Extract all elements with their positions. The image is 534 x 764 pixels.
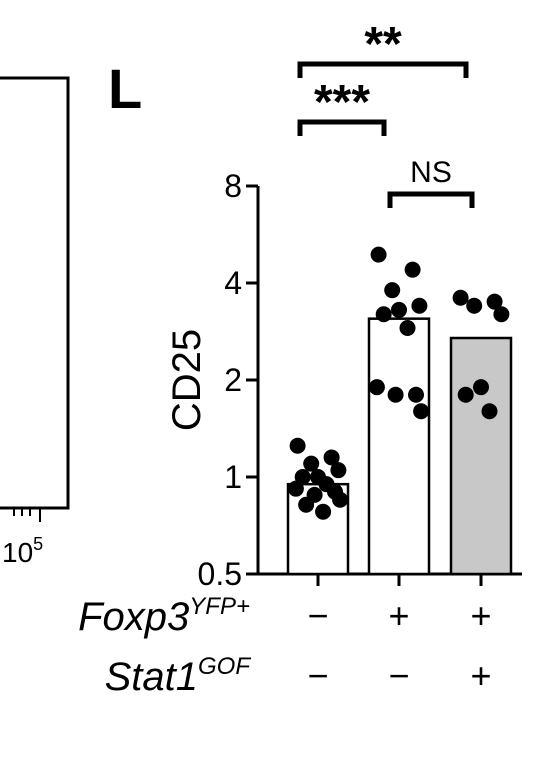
y-tick-label: 1 (224, 459, 242, 495)
data-point (404, 261, 421, 278)
data-point (413, 403, 430, 420)
data-point (368, 379, 385, 396)
data-point (391, 301, 407, 318)
significance-bracket (297, 119, 387, 136)
genotype-table: Foxp3YFP+ − + + Stat1GOF − − + (78, 593, 491, 699)
genotype-label: Stat1GOF (105, 653, 252, 699)
genotype-superscript: YFP+ (189, 593, 250, 620)
y-tick-label: 4 (224, 265, 242, 301)
data-point (294, 469, 311, 485)
y-axis: 0.5 1 2 4 8 CD25 (165, 168, 260, 592)
genotype-label: Foxp3YFP+ (78, 593, 250, 639)
data-point (303, 455, 320, 472)
y-tick-label: 2 (224, 362, 242, 398)
data-point (481, 403, 498, 420)
significance-label: NS (410, 156, 452, 189)
genotype-sign: − (307, 595, 328, 636)
data-point (384, 282, 401, 299)
data-point (315, 503, 332, 520)
data-point (411, 297, 428, 314)
significance-label: ** (364, 18, 402, 71)
genotype-sign: + (470, 655, 491, 696)
data-point (408, 386, 424, 403)
genotype-sign: + (388, 595, 409, 636)
genotype-name: Foxp3 (78, 595, 189, 639)
bar (367, 317, 431, 576)
data-point (370, 246, 387, 263)
data-point (375, 306, 392, 323)
data-point (473, 379, 489, 396)
genotype-sign: − (388, 655, 409, 696)
left-flow-panel: 105 (0, 76, 70, 568)
genotype-sign: − (307, 655, 328, 696)
data-point (399, 320, 416, 337)
data-point (332, 491, 349, 508)
significance-bracket (387, 191, 475, 208)
bar (449, 336, 513, 576)
genotype-name: Stat1 (105, 655, 198, 699)
data-point (287, 480, 304, 497)
y-tick-label: 8 (224, 168, 242, 204)
left-panel-frame (0, 76, 70, 510)
y-tick-label: 0.5 (198, 556, 242, 592)
data-point (387, 386, 404, 403)
data-points (287, 246, 510, 520)
data-point (457, 386, 474, 403)
panel-letter: L (108, 57, 142, 120)
left-panel-xtick-label: 105 (2, 534, 43, 568)
data-point (466, 297, 483, 314)
y-ticks: 0.5 1 2 4 8 (198, 168, 258, 592)
data-point (493, 306, 510, 323)
y-axis-label: CD25 (165, 329, 209, 431)
data-point (486, 293, 503, 310)
significance-brackets: ***** NS (297, 18, 475, 208)
genotype-sign: + (470, 595, 491, 636)
data-point (323, 449, 340, 466)
data-point (452, 289, 469, 306)
significance-bracket (297, 61, 469, 78)
bars (286, 317, 513, 586)
genotype-superscript: GOF (198, 653, 251, 680)
data-point (330, 462, 347, 479)
data-point (289, 437, 306, 454)
significance-label: *** (314, 76, 370, 129)
data-point (298, 496, 315, 513)
